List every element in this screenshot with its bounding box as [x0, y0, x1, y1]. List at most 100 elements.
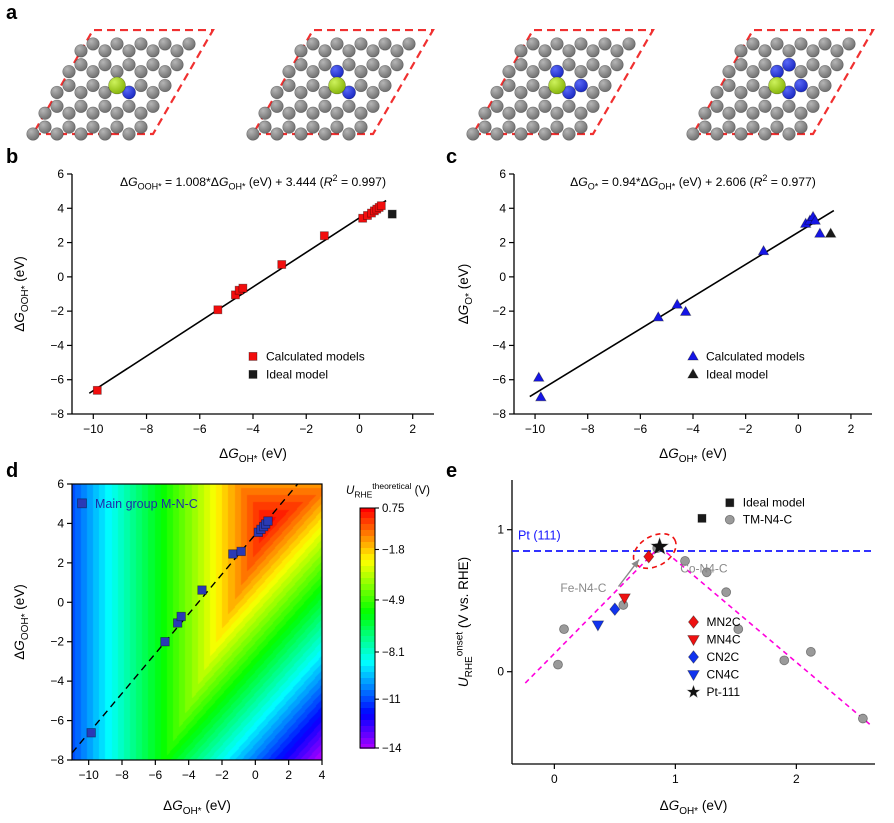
- colorbar-tick-label: −8.1: [382, 647, 405, 659]
- y-tick-label: 4: [499, 201, 506, 215]
- x-tick-label: −2: [299, 422, 313, 436]
- carbon-atom: [390, 44, 404, 58]
- carbon-atom: [62, 65, 76, 79]
- square-marker: [725, 498, 735, 508]
- carbon-atom: [574, 37, 588, 51]
- nitrogen-atom: [794, 78, 808, 93]
- carbon-atom: [110, 65, 124, 79]
- nitrogen-atom: [562, 85, 576, 100]
- carbon-atom: [550, 37, 564, 51]
- carbon-atom: [110, 120, 124, 134]
- nitrogen-atom: [122, 85, 136, 100]
- carbon-atom: [622, 37, 636, 51]
- carbon-atom: [74, 85, 88, 100]
- x-tick-label: −6: [148, 768, 162, 782]
- carbon-atom: [354, 78, 368, 93]
- carbon-atom: [746, 37, 760, 51]
- carbon-atom: [502, 78, 516, 93]
- y-tick-label: 2: [57, 556, 64, 570]
- atomic-structure-4: [685, 4, 885, 146]
- carbon-atom: [598, 78, 612, 93]
- square-marker: [197, 585, 207, 595]
- carbon-atom: [62, 106, 76, 120]
- axes: −10 −8 −6 −4 −2 0 2 −8 −6 −4 −2 0 2 4 6 ΔGOH* (eV) ΔGO* …: [456, 167, 872, 465]
- metal-atom: [768, 76, 786, 95]
- carbon-atom: [318, 58, 332, 72]
- carbon-atom: [562, 99, 576, 113]
- y-tick-label: −4: [492, 338, 506, 352]
- carbon-atom: [562, 44, 576, 58]
- carbon-atom: [306, 106, 320, 120]
- legend: Ideal model TM-N4-C: [724, 496, 805, 527]
- carbon-atom: [710, 85, 724, 100]
- carbon-atom: [98, 85, 112, 100]
- unit-cell-svg: [686, 28, 875, 141]
- legend-label: CN4C: [707, 668, 740, 682]
- y-tick-label: 4: [57, 516, 64, 530]
- annotation-text: Co-N4-C: [680, 561, 728, 575]
- legend-label: Calculated models: [706, 349, 805, 363]
- supercell-boundary: [691, 28, 875, 136]
- x-tick-label: 2: [848, 422, 855, 436]
- carbon-atom: [50, 99, 64, 113]
- carbon-atom: [794, 37, 808, 51]
- carbon-atom: [526, 106, 540, 120]
- carbon-atom: [514, 85, 528, 100]
- square-marker: [697, 513, 707, 523]
- carbon-atom: [74, 99, 88, 113]
- carbon-atom: [38, 120, 52, 134]
- y-tick-label: −8: [50, 753, 64, 767]
- carbon-atom: [586, 99, 600, 113]
- fit-equation: ΔGOOH* = 1.008*ΔGOH* (eV) + 3.444 (R2 = …: [120, 173, 386, 192]
- carbon-atom: [746, 106, 760, 120]
- carbon-atom: [734, 85, 748, 100]
- nitrogen-atom: [574, 78, 588, 93]
- carbon-atom: [378, 37, 392, 51]
- carbon-atom: [830, 44, 844, 58]
- x-tick-label: 0: [795, 422, 802, 436]
- carbon-atom: [538, 127, 552, 141]
- carbon-atom: [734, 127, 748, 141]
- unit-cell-svg: [466, 28, 655, 141]
- y-tick-label: −4: [50, 674, 64, 688]
- tri-down-marker: [687, 635, 700, 647]
- series-ideal: [824, 227, 837, 238]
- carbon-atom: [502, 106, 516, 120]
- y-tick-label: −6: [50, 714, 64, 728]
- tri-up-marker: [671, 298, 684, 309]
- carbon-atom: [122, 58, 136, 72]
- carbon-atom: [378, 78, 392, 93]
- reference-line: [524, 546, 661, 684]
- y-tick-label: −2: [50, 304, 64, 318]
- axes: −10 −8 −6 −4 −2 0 2 4 −8 −6 −4 −2 0 2 4 6 ΔGOH* (eV) ΔGOO…: [12, 477, 326, 817]
- carbon-atom: [514, 58, 528, 72]
- x-tick-label: −10: [78, 768, 99, 782]
- carbon-atom: [170, 58, 184, 72]
- carbon-atom: [586, 44, 600, 58]
- carbon-atom: [514, 44, 528, 58]
- circle-marker: [733, 624, 744, 635]
- y-tick-label: −4: [50, 338, 64, 352]
- metal-atom: [548, 76, 566, 95]
- carbon-atom: [586, 85, 600, 100]
- carbon-atom: [354, 106, 368, 120]
- square-marker: [160, 637, 170, 647]
- carbon-atom: [842, 37, 856, 51]
- carbon-atom: [734, 99, 748, 113]
- carbon-atom: [342, 127, 356, 141]
- carbon-atom: [366, 99, 380, 113]
- y-tick-label: 0: [499, 270, 506, 284]
- carbon-atom: [246, 127, 260, 141]
- legend-label: Ideal model: [743, 496, 805, 510]
- carbon-atom: [490, 127, 504, 141]
- x-tick-label: −8: [581, 422, 595, 436]
- legend-label: Ideal model: [266, 367, 328, 381]
- carbon-atom: [342, 44, 356, 58]
- carbon-atom: [402, 37, 416, 51]
- nitrogen-atom: [782, 57, 796, 72]
- circle-marker: [805, 646, 816, 657]
- tri-up-marker: [687, 350, 699, 361]
- carbon-atom: [98, 99, 112, 113]
- x-axis-label: ΔGOH* (eV): [660, 798, 728, 817]
